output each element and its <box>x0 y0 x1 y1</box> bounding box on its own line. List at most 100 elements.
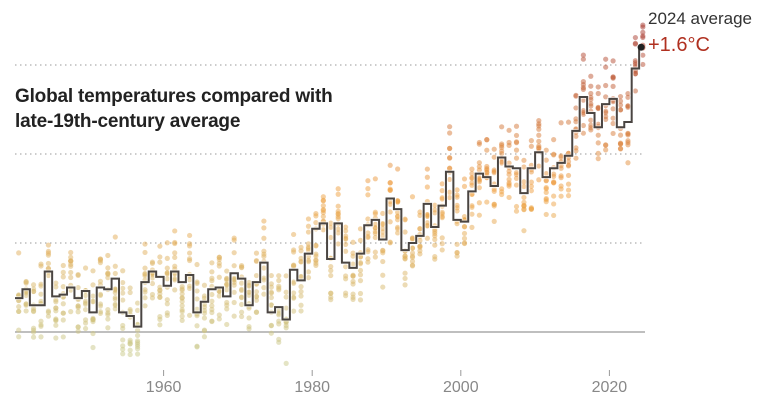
monthly-dot <box>253 250 260 256</box>
monthly-dot <box>476 185 482 191</box>
monthly-dot <box>172 277 178 283</box>
monthly-dot <box>513 155 520 161</box>
monthly-dot <box>409 262 416 268</box>
monthly-dot <box>365 192 371 198</box>
monthly-dot <box>30 327 37 333</box>
monthly-dot <box>558 186 564 192</box>
monthly-dot <box>45 308 52 314</box>
monthly-dot <box>45 260 52 267</box>
monthly-dot <box>216 274 222 280</box>
monthly-dot <box>90 299 96 305</box>
monthly-dot <box>283 305 289 311</box>
monthly-dot <box>521 179 527 185</box>
monthly-dot <box>186 241 193 247</box>
monthly-dot <box>521 207 527 213</box>
monthly-dot <box>365 216 371 222</box>
monthly-dot <box>521 228 527 234</box>
monthly-dot <box>424 211 430 218</box>
monthly-dot <box>513 140 520 146</box>
monthly-dot <box>261 265 267 271</box>
monthly-dot <box>164 301 170 307</box>
monthly-dot <box>573 133 579 139</box>
monthly-dot <box>38 291 44 297</box>
annotation-point <box>637 43 645 51</box>
monthly-dot <box>68 254 74 260</box>
monthly-dot <box>186 312 193 318</box>
monthly-dot <box>402 216 408 222</box>
monthly-dot <box>105 252 111 259</box>
monthly-dot <box>179 313 185 319</box>
monthly-dot <box>543 211 549 218</box>
monthly-dot <box>157 254 163 260</box>
monthly-dot <box>268 281 274 287</box>
monthly-dot <box>45 242 52 248</box>
monthly-dot <box>82 306 89 313</box>
monthly-dot <box>454 249 460 256</box>
monthly-dot <box>194 296 200 302</box>
monthly-dot <box>409 194 416 200</box>
monthly-dot <box>409 245 416 251</box>
monthly-dot <box>305 259 312 265</box>
monthly-dot <box>120 346 126 352</box>
monthly-dot <box>224 306 230 312</box>
x-tick-label: 2000 <box>443 379 479 396</box>
monthly-dot <box>328 294 334 300</box>
monthly-dot <box>454 241 460 247</box>
monthly-dot <box>543 157 549 163</box>
monthly-dot <box>595 140 601 146</box>
monthly-dot <box>521 183 527 190</box>
monthly-dot <box>305 229 312 235</box>
monthly-dot <box>134 339 141 346</box>
monthly-dot <box>380 258 386 265</box>
monthly-dot <box>209 291 215 298</box>
monthly-dot <box>536 177 542 183</box>
monthly-dot <box>372 228 378 235</box>
monthly-dot <box>372 176 378 182</box>
annotation-label: 2024 average <box>648 9 752 28</box>
monthly-dot <box>335 226 341 232</box>
monthly-dot <box>595 84 601 90</box>
monthly-dot <box>588 125 594 131</box>
monthly-dot <box>484 163 490 170</box>
monthly-dot <box>350 253 356 259</box>
monthly-dot <box>246 282 252 288</box>
monthly-dot <box>417 251 423 257</box>
monthly-dot <box>253 297 260 303</box>
monthly-dot <box>313 253 319 259</box>
monthly-dot <box>506 139 512 146</box>
monthly-dot <box>90 344 96 351</box>
monthly-dot <box>499 124 505 130</box>
monthly-dot <box>157 322 163 328</box>
monthly-dot <box>120 337 126 343</box>
monthly-dot <box>506 194 512 201</box>
monthly-dot <box>573 155 579 161</box>
monthly-dot <box>387 209 393 215</box>
monthly-dot <box>372 254 378 260</box>
monthly-dot <box>38 334 44 340</box>
monthly-dot <box>617 102 624 108</box>
monthly-dot <box>120 285 126 291</box>
monthly-dot <box>149 295 156 301</box>
monthly-dot <box>395 226 401 232</box>
monthly-dot <box>120 351 126 357</box>
monthly-dot <box>543 171 549 177</box>
monthly-dot <box>469 174 475 181</box>
monthly-dot <box>276 336 282 342</box>
monthly-dot <box>142 287 148 293</box>
monthly-dot <box>632 71 638 77</box>
monthly-dot <box>75 271 81 278</box>
monthly-dot <box>625 90 631 97</box>
monthly-dot <box>447 155 453 161</box>
monthly-dot <box>30 288 37 295</box>
monthly-dot <box>380 248 386 254</box>
monthly-dot <box>610 120 616 127</box>
monthly-dot <box>291 308 297 314</box>
monthly-dot <box>350 261 356 267</box>
monthly-dot <box>90 293 96 299</box>
monthly-dot <box>320 227 326 233</box>
monthly-dot <box>387 187 393 193</box>
monthly-dot <box>343 290 349 296</box>
monthly-dot <box>209 303 215 309</box>
monthly-dot <box>447 194 453 201</box>
monthly-dot <box>595 150 601 156</box>
